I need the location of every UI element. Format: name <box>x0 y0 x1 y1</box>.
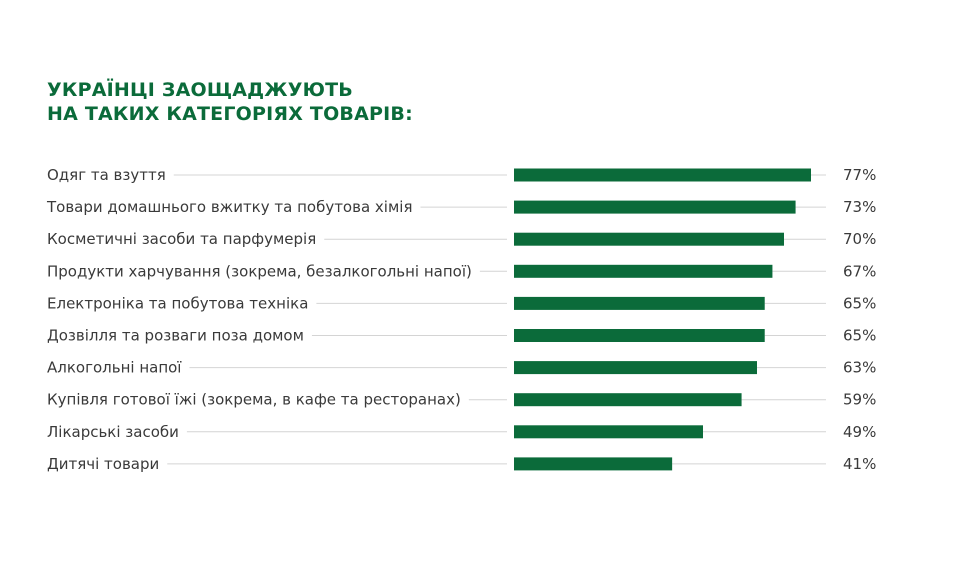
bar <box>514 168 811 182</box>
value-label: 41% <box>843 455 876 473</box>
chart-title: УКРАЇНЦІ ЗАОЩАДЖУЮТЬ НА ТАКИХ КАТЕГОРІЯХ… <box>47 78 413 126</box>
category-label: Електроніка та побутова техніка <box>47 294 308 312</box>
bar <box>514 264 773 278</box>
bar <box>514 361 757 375</box>
value-label: 65% <box>843 294 876 312</box>
value-label: 63% <box>843 359 876 377</box>
value-label: 59% <box>843 391 876 409</box>
bar <box>514 296 765 310</box>
value-label: 73% <box>843 198 876 216</box>
category-label: Купівля готової їжі (зокрема, в кафе та … <box>47 391 461 409</box>
value-label: 70% <box>843 230 876 248</box>
value-label: 49% <box>843 423 876 441</box>
bar <box>514 393 742 407</box>
category-label: Продукти харчування (зокрема, безалкогол… <box>47 262 472 280</box>
category-label: Лікарські засоби <box>47 423 179 441</box>
category-label: Алкогольні напої <box>47 359 182 377</box>
value-label: 67% <box>843 262 876 280</box>
bar <box>514 200 796 214</box>
category-label: Косметичні засоби та парфумерія <box>47 230 316 248</box>
category-label: Одяг та взуття <box>47 166 166 184</box>
value-label: 77% <box>843 166 876 184</box>
bar <box>514 457 673 471</box>
category-label: Дозвілля та розваги поза домом <box>47 327 304 345</box>
chart-title-line-1: УКРАЇНЦІ ЗАОЩАДЖУЮТЬ <box>47 79 353 101</box>
bar <box>514 329 765 342</box>
category-label: Дитячі товари <box>47 455 159 473</box>
bar <box>514 232 784 246</box>
chart-title-line-2: НА ТАКИХ КАТЕГОРІЯХ ТОВАРІВ: <box>47 103 413 125</box>
category-label: Товари домашнього вжитку та побутова хім… <box>46 198 412 216</box>
value-label: 65% <box>843 327 876 345</box>
bar <box>514 425 703 439</box>
